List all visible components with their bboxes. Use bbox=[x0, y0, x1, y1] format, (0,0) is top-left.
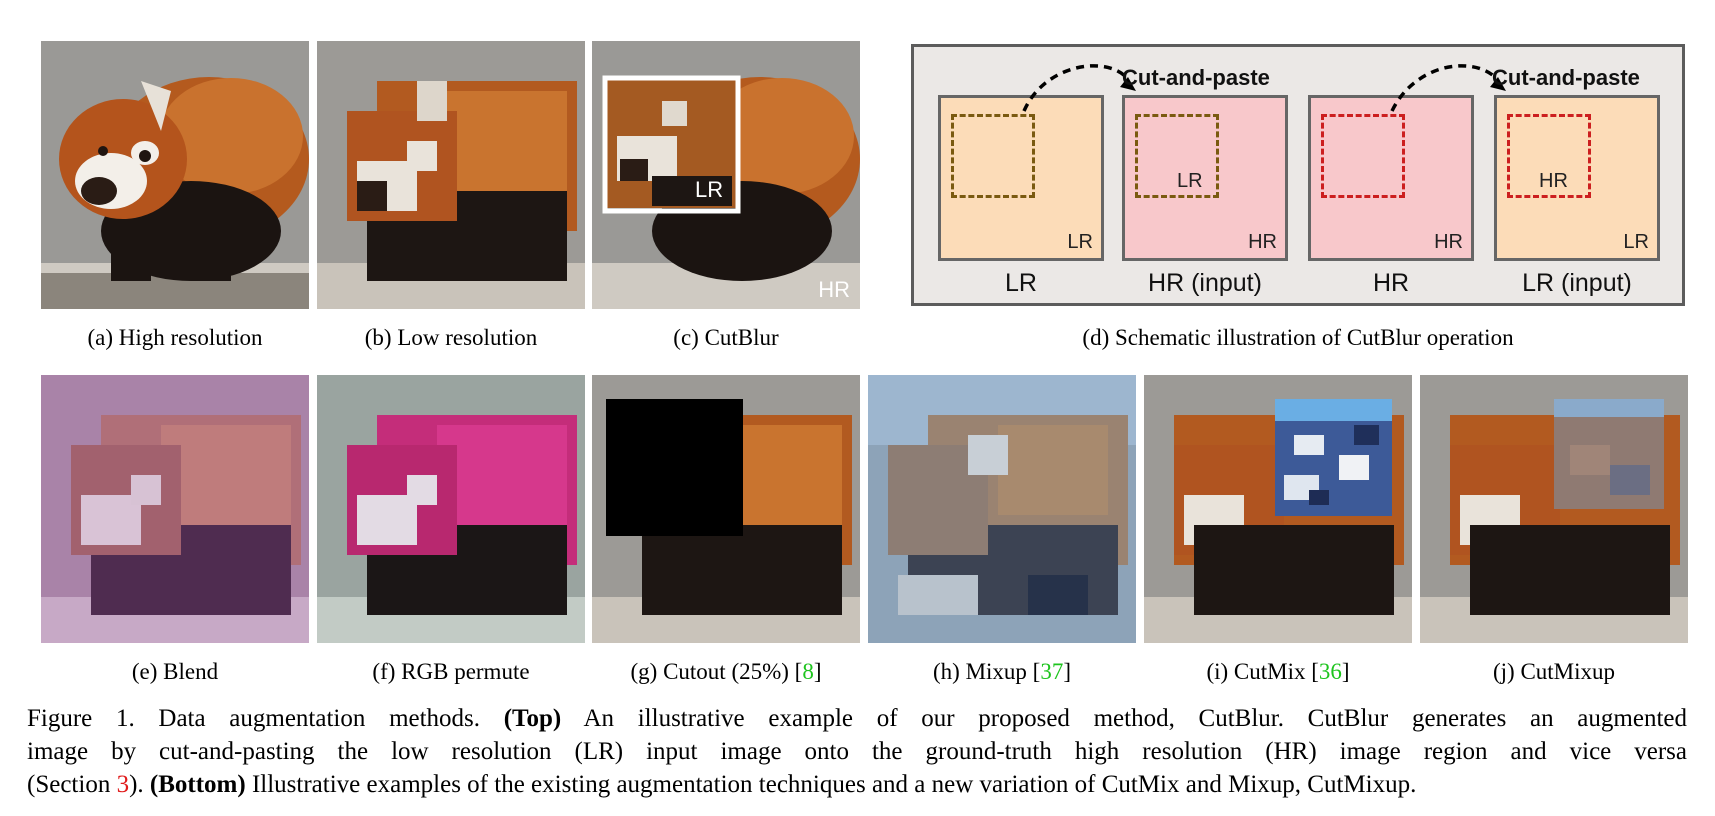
cut-and-paste-label: Cut-and-paste bbox=[1492, 65, 1640, 90]
caption-j: (j) CutMixup bbox=[1492, 659, 1616, 684]
citation-link-36[interactable]: 36 bbox=[1318, 659, 1342, 684]
schematic-corner-label: LR bbox=[1623, 231, 1649, 253]
caption-i-text: (i) CutMix [ bbox=[1206, 659, 1319, 684]
caption-line-1: Figure 1. Data augmentation methods. (To… bbox=[27, 702, 1687, 735]
caption-h-text: (h) Mixup [ bbox=[933, 659, 1041, 684]
caption-i: (i) CutMix [36] bbox=[1206, 659, 1350, 684]
caption-bold-top: (Top) bbox=[503, 705, 562, 732]
schematic-box-label: HR (input) bbox=[1148, 269, 1262, 297]
caption-f: (f) RGB permute bbox=[372, 659, 530, 684]
panel-g-cutout bbox=[592, 375, 860, 643]
schematic-box-hr: HR bbox=[1308, 95, 1474, 261]
schematic-box-lr: LR bbox=[938, 95, 1104, 261]
cut-and-paste-arrow-icon bbox=[1022, 64, 1506, 112]
panel-f-rgb-permute bbox=[317, 375, 585, 643]
hr-patch-dashed bbox=[1507, 114, 1591, 198]
caption-h: (h) Mixup [37] bbox=[933, 659, 1071, 684]
panel-a-high-resolution bbox=[41, 41, 309, 309]
schematic-box-label: HR bbox=[1372, 269, 1410, 297]
caption-bold-bottom: (Bottom) bbox=[149, 771, 246, 798]
caption-g-text: (g) Cutout (25%) [ bbox=[630, 659, 803, 684]
schematic-box-label: LR bbox=[1005, 269, 1037, 297]
patch-label: HR bbox=[1539, 170, 1568, 192]
caption-text: An illustrative example of our proposed … bbox=[561, 705, 1687, 732]
caption-d: (d) Schematic illustration of CutBlur op… bbox=[1082, 325, 1514, 350]
caption-a: (a) High resolution bbox=[87, 325, 263, 350]
panel-h-mixup bbox=[868, 375, 1136, 643]
panel-c-cutblur: LR HR bbox=[592, 41, 860, 309]
caption-text: (Section bbox=[27, 771, 117, 798]
cut-and-paste-label: Cut-and-paste bbox=[1122, 65, 1270, 90]
panel-j-cutmixup bbox=[1420, 375, 1688, 643]
caption-g: (g) Cutout (25%) [8] bbox=[630, 659, 822, 684]
schematic-corner-label: HR bbox=[1248, 231, 1277, 253]
figure-caption: Figure 1. Data augmentation methods. (To… bbox=[27, 702, 1687, 801]
section-link-3[interactable]: 3 bbox=[116, 771, 130, 798]
cutblur-inner-lr-label: LR bbox=[695, 177, 724, 202]
schematic-corner-label: HR bbox=[1434, 231, 1463, 253]
caption-text: Figure 1. Data augmentation methods. bbox=[27, 705, 504, 732]
schematic-box-label: LR (input) bbox=[1522, 269, 1632, 297]
caption-e: (e) Blend bbox=[131, 659, 219, 684]
patch-label: LR bbox=[1177, 170, 1203, 192]
caption-c: (c) CutBlur bbox=[673, 325, 779, 350]
schematic-box-lr-input: HR LR bbox=[1494, 95, 1660, 261]
caption-line-3: (Section 3). (Bottom) Illustrative examp… bbox=[27, 768, 1687, 801]
lr-patch-dashed bbox=[951, 114, 1035, 198]
citation-link-37[interactable]: 37 bbox=[1040, 659, 1064, 684]
caption-text: Illustrative examples of the existing au… bbox=[245, 771, 1417, 798]
panel-i-cutmix bbox=[1144, 375, 1412, 643]
schematic-corner-label: LR bbox=[1067, 231, 1093, 253]
panel-e-blend bbox=[41, 375, 309, 643]
lr-patch-dashed bbox=[1135, 114, 1219, 198]
panel-b-low-resolution bbox=[317, 41, 585, 309]
caption-b: (b) Low resolution bbox=[364, 325, 538, 350]
schematic-box-hr-input: LR HR bbox=[1122, 95, 1288, 261]
schematic-cutblur-operation: LR LR LR HR HR (input) HR HR HR LR LR (i… bbox=[911, 44, 1685, 306]
caption-line-2: image by cut-and-pasting the low resolut… bbox=[27, 738, 1687, 765]
cutblur-outer-hr-label: HR bbox=[818, 277, 850, 302]
caption-text: ). bbox=[129, 771, 150, 798]
citation-link-8[interactable]: 8 bbox=[802, 659, 814, 684]
hr-patch-dashed bbox=[1321, 114, 1405, 198]
